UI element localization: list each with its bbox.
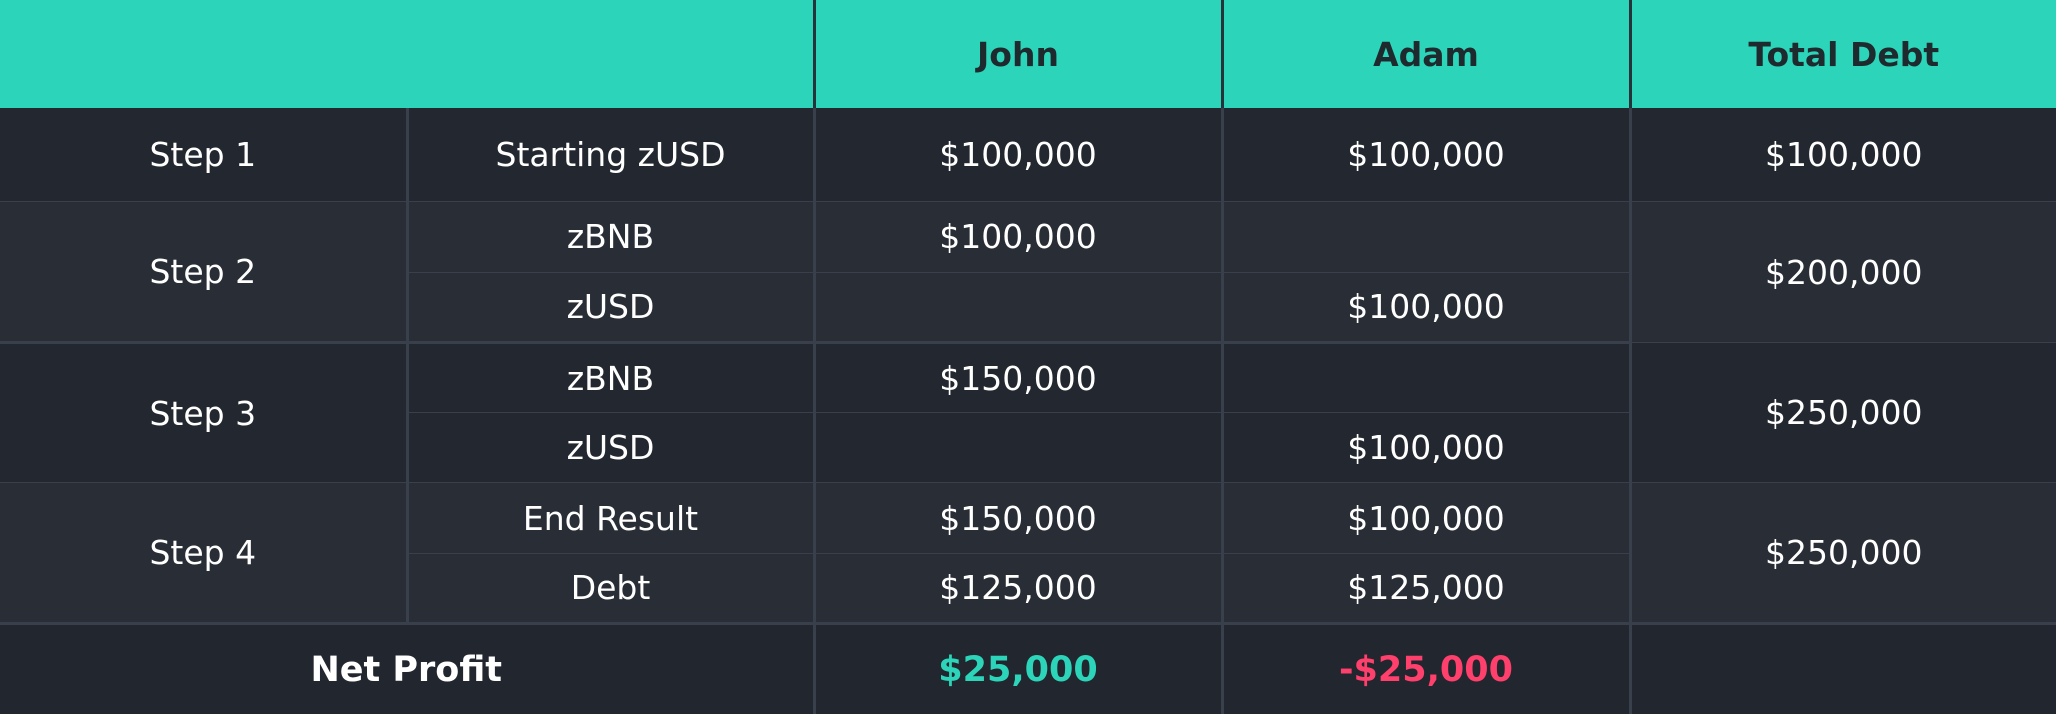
step-label: Step 4: [0, 482, 407, 626]
adam-value: $125,000: [1220, 553, 1630, 626]
item-label: zBNB: [405, 342, 814, 414]
header-total-debt: Total Debt: [1628, 0, 2056, 109]
john-value: [812, 272, 1222, 344]
john-value: $100,000: [812, 108, 1222, 203]
item-label: zBNB: [405, 201, 814, 273]
table-row-step1: Step 1 Starting zUSD $100,000 $100,000 $…: [0, 108, 2056, 203]
step-label: Step 3: [0, 342, 407, 484]
item-label: End Result: [405, 482, 814, 554]
adam-value: $100,000: [1220, 272, 1630, 344]
adam-value: $100,000: [1220, 108, 1630, 203]
total-debt-value: $100,000: [1628, 108, 2056, 203]
table-row-step4-a: Step 4 End Result $150,000 $100,000 $250…: [0, 482, 2056, 626]
total-debt-value: $200,000: [1628, 201, 2056, 343]
header-john: John: [812, 0, 1222, 109]
header-blank-cell: [0, 0, 814, 108]
adam-value: [1220, 342, 1630, 414]
table-row-step3-a: Step 3 zBNB $150,000 $250,000: [0, 342, 2056, 484]
item-label: Debt: [405, 553, 814, 626]
net-total-blank: [1628, 623, 2056, 714]
net-profit-row: Net Profit $25,000 -$25,000: [0, 623, 2056, 714]
item-label: zUSD: [405, 412, 814, 484]
table-header-row: John Adam Total Debt: [0, 0, 2056, 109]
header-adam: Adam: [1220, 0, 1630, 109]
total-debt-value: $250,000: [1628, 482, 2056, 626]
item-label: zUSD: [405, 272, 814, 344]
total-debt-value: $250,000: [1628, 342, 2056, 484]
adam-value: [1220, 201, 1630, 273]
table-row-step2-a: Step 2 zBNB $100,000 $200,000: [0, 201, 2056, 344]
john-value: [812, 412, 1222, 484]
item-label: Starting zUSD: [405, 108, 814, 203]
john-value: $125,000: [812, 553, 1222, 626]
adam-net-profit: -$25,000: [1220, 623, 1630, 714]
adam-value: $100,000: [1220, 412, 1630, 484]
step-label: Step 1: [0, 108, 407, 203]
john-value: $150,000: [812, 342, 1222, 414]
john-value: $150,000: [812, 482, 1222, 554]
john-value: $100,000: [812, 201, 1222, 273]
net-profit-label: Net Profit: [310, 649, 503, 690]
step-label: Step 2: [0, 201, 407, 344]
adam-value: $100,000: [1220, 482, 1630, 554]
john-net-profit: $25,000: [812, 623, 1222, 714]
